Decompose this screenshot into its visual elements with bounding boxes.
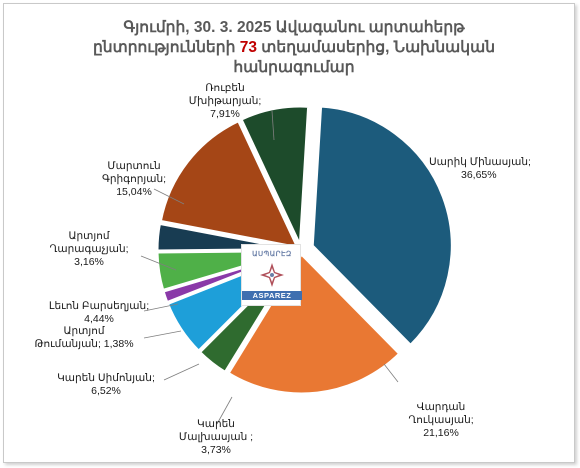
- label-name: Մխիթարյան;: [188, 95, 262, 107]
- pie-slice: [310, 104, 454, 348]
- label-karen-simonyan: Կարեն Սիմոնյան; 6,52%: [51, 372, 161, 398]
- leader-line: [140, 255, 177, 271]
- pie-slice: [238, 104, 311, 247]
- label-karen-malkhasyan: Կարեն Մալխասյան ; 3,73%: [161, 418, 271, 457]
- chart-container: Գյումրի, 30. 3. 2025 Ավագանու արտահերթ ը…: [3, 3, 575, 463]
- leader-line: [271, 110, 275, 141]
- label-value: 36,65%: [461, 169, 497, 181]
- leader-line: [143, 303, 179, 312]
- pie-slice: [158, 118, 301, 250]
- label-value: 7,91%: [210, 108, 240, 120]
- label-name: Թումանյան; 1,38%: [34, 338, 134, 350]
- pie-slice: [226, 251, 402, 396]
- logo-top-text: ԱՍՊԱՐԷԶ: [252, 251, 292, 258]
- label-vardan-ghukasyan: Վարդան Ղուկասյան; 21,16%: [386, 401, 496, 440]
- logo-emblem-icon: [260, 263, 284, 287]
- label-value: 3,73%: [201, 444, 231, 456]
- label-name: Ռուբեն: [205, 82, 245, 94]
- leader-line: [383, 363, 399, 383]
- leader-line: [163, 363, 200, 381]
- label-value: 15,04%: [116, 186, 152, 198]
- leader-line: [143, 330, 182, 339]
- label-value: 4,44%: [84, 313, 114, 325]
- leader-line: [216, 396, 233, 425]
- label-name: Լեւոն Բարսեղյան;: [48, 300, 150, 312]
- label-name: Կարեն: [197, 418, 235, 430]
- pie-chart: [140, 104, 454, 425]
- logo-bottom-text: ASPAREZ: [242, 291, 302, 300]
- chart-title-line-2b: տեղամասերից, Նախնական: [261, 39, 496, 56]
- label-value: 21,16%: [423, 427, 459, 439]
- label-name: Մարտուն: [107, 160, 161, 172]
- label-name: Արտյոմ: [68, 230, 110, 242]
- label-name: Մալխասյան ;: [178, 431, 254, 443]
- label-levon-barseghyan: Լեւոն Բարսեղյան; 4,44%: [44, 300, 154, 326]
- label-ruben-mkhitaryan: Ռուբեն Մխիթարյան; 7,91%: [170, 82, 280, 121]
- label-martun-grigoryan: Մարտուն Գրիգորյան; 15,04%: [79, 160, 189, 199]
- label-name: Ղուկասյան;: [408, 414, 474, 426]
- label-artyom-tumanyan: Արտյոմ Թումանյան; 1,38%: [29, 325, 139, 351]
- chart-title-line-1: Գյումրի, 30. 3. 2025 Ավագանու արտահերթ: [123, 19, 465, 36]
- chart-title-line-2a: ընտրությունների: [92, 39, 236, 56]
- label-artyom-gharagachyan: Արտյոմ Ղարագաչյան; 3,16%: [34, 230, 144, 269]
- label-name: Վարդան: [416, 401, 466, 413]
- label-name: Գրիգորյան;: [101, 173, 167, 185]
- label-name: Սարիկ Մինասյան;: [429, 156, 531, 168]
- label-name: Ղարագաչյան;: [49, 243, 129, 255]
- chart-title: Գյումրի, 30. 3. 2025 Ավագանու արտահերթ ը…: [44, 18, 544, 78]
- chart-title-line-3: հանրագումար: [233, 59, 355, 76]
- label-name: Կարեն Սիմոնյան;: [57, 372, 155, 384]
- label-value: 6,52%: [91, 385, 121, 397]
- asparez-logo: ԱՍՊԱՐԷԶ ASPAREZ: [241, 244, 302, 306]
- chart-title-count: 73: [239, 39, 257, 56]
- label-name: Արտյոմ: [63, 325, 105, 337]
- label-sarik-minasyan: Սարիկ Մինասյան; 36,65%: [429, 156, 531, 182]
- leader-line: [153, 188, 185, 205]
- label-value: 3,16%: [74, 256, 104, 268]
